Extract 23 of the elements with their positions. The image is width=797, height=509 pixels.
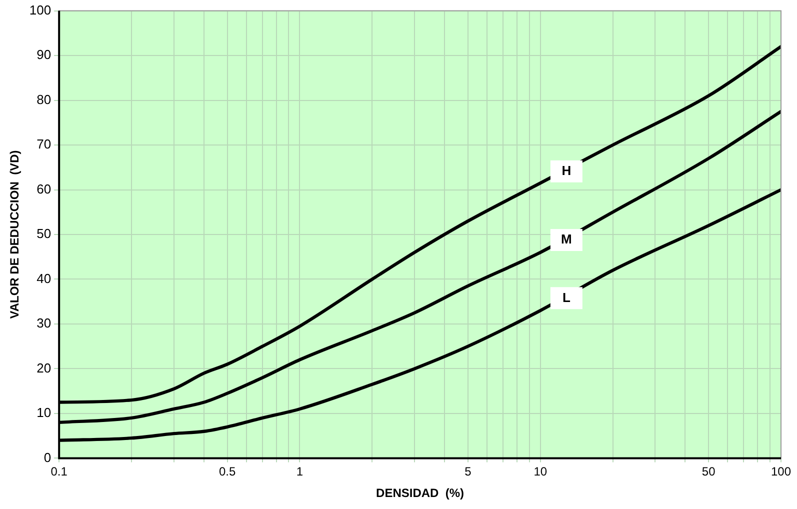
x-tick-label: 1 bbox=[296, 464, 304, 479]
x-tick-label: 0.1 bbox=[50, 464, 68, 479]
y-tick-label: 30 bbox=[36, 316, 52, 331]
y-tick-label: 90 bbox=[36, 47, 52, 62]
y-tick-label: 0 bbox=[44, 450, 52, 465]
x-tick-label: 100 bbox=[770, 464, 792, 479]
series-label: M bbox=[561, 232, 572, 247]
x-axis-title: DENSIDAD (%) bbox=[376, 486, 464, 500]
series-label: L bbox=[562, 290, 570, 305]
series-label: H bbox=[562, 162, 572, 178]
x-tick-label: 5 bbox=[464, 464, 472, 479]
x-tick-label: 50 bbox=[702, 464, 716, 479]
x-tick-label: 10 bbox=[534, 464, 548, 479]
y-tick-label: 10 bbox=[36, 405, 52, 420]
y-tick-label: 60 bbox=[36, 181, 52, 196]
y-tick-label: 50 bbox=[36, 226, 52, 242]
y-tick-label: 100 bbox=[29, 2, 52, 18]
x-tick-label: 0.5 bbox=[218, 464, 236, 479]
y-axis-title: VALOR DE DEDUCCION (VD) bbox=[8, 150, 22, 319]
y-tick-label: 40 bbox=[36, 270, 52, 286]
y-tick-label: 20 bbox=[36, 360, 52, 376]
y-tick-label: 70 bbox=[36, 136, 52, 152]
y-tick-label: 80 bbox=[36, 92, 52, 107]
